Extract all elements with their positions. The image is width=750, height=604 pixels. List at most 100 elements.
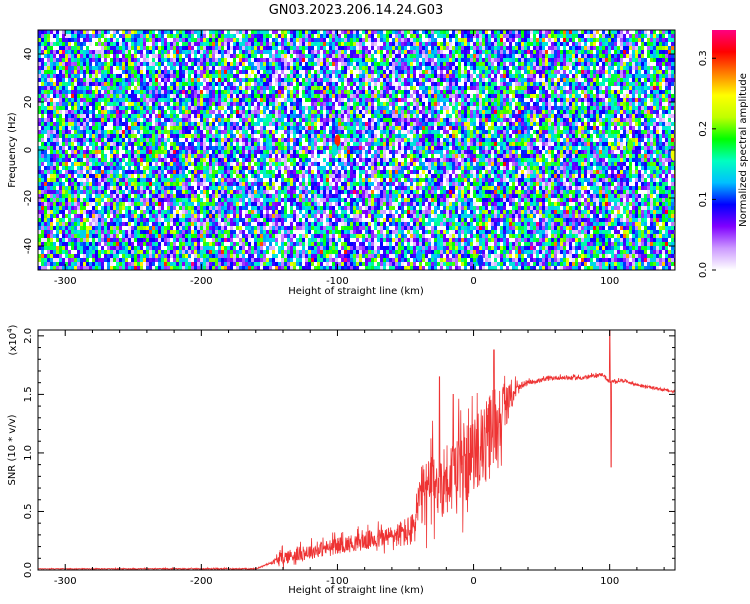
heatmap-cell [122, 106, 125, 110]
heatmap-cell [248, 202, 251, 206]
heatmap-cell [266, 70, 269, 74]
heatmap-cell [203, 246, 206, 250]
heatmap-cell [269, 138, 272, 142]
heatmap-cell [269, 78, 272, 82]
heatmap-cell [164, 262, 167, 266]
heatmap-cell [122, 142, 125, 146]
heatmap-cell [158, 86, 161, 90]
heatmap-cell [257, 142, 260, 146]
heatmap-cell [62, 162, 65, 166]
heatmap-cell [104, 218, 107, 222]
heatmap-cell [242, 214, 245, 218]
heatmap-cell [257, 222, 260, 226]
heatmap-cell [218, 198, 221, 202]
heatmap-cell [65, 118, 68, 122]
heatmap-cell [158, 194, 161, 198]
heatmap-cell [215, 222, 218, 226]
heatmap-cell [173, 218, 176, 222]
heatmap-cell [239, 98, 242, 102]
heatmap-cell [200, 134, 203, 138]
heatmap-cell [245, 130, 248, 134]
heatmap-cell [236, 130, 239, 134]
heatmap-cell [65, 210, 68, 214]
heatmap-cell [263, 170, 266, 174]
heatmap-cell [221, 106, 224, 110]
heatmap-cell [155, 30, 158, 34]
heatmap-cell [149, 86, 152, 90]
heatmap-cell [278, 30, 281, 34]
heatmap-cell [71, 194, 74, 198]
heatmap-cell [179, 174, 182, 178]
heatmap-cell [167, 246, 170, 250]
heatmap-cell [173, 242, 176, 246]
heatmap-cell [107, 186, 110, 190]
heatmap-cell [56, 54, 59, 58]
heatmap-cell [56, 246, 59, 250]
heatmap-cell [59, 158, 62, 162]
heatmap-cell [98, 58, 101, 62]
heatmap-cell [143, 94, 146, 98]
heatmap-cell [149, 162, 152, 166]
heatmap-cell [251, 118, 254, 122]
heatmap-cell [239, 258, 242, 262]
heatmap-cell [134, 90, 137, 94]
heatmap-cell [164, 222, 167, 226]
heatmap-cell [254, 238, 257, 242]
heatmap-cell [155, 94, 158, 98]
heatmap-cell [107, 262, 110, 266]
heatmap-cell [128, 122, 131, 126]
heatmap-cell [140, 190, 143, 194]
heatmap-cell [212, 190, 215, 194]
heatmap-cell [62, 230, 65, 234]
heatmap-cell [134, 54, 137, 58]
heatmap-cell [77, 122, 80, 126]
heatmap-cell [260, 170, 263, 174]
heatmap-cell [41, 246, 44, 250]
heatmap-cell [218, 78, 221, 82]
heatmap-cell [263, 54, 266, 58]
heatmap-cell [65, 146, 68, 150]
heatmap-cell [221, 66, 224, 70]
heatmap-cell [161, 182, 164, 186]
heatmap-cell [245, 254, 248, 258]
heatmap-cell [152, 110, 155, 114]
heatmap-cell [260, 202, 263, 206]
heatmap-cell [257, 210, 260, 214]
heatmap-cell [218, 102, 221, 106]
heatmap-cell [125, 162, 128, 166]
heatmap-cell [212, 38, 215, 42]
heatmap-cell [59, 194, 62, 198]
heatmap-cell [86, 154, 89, 158]
heatmap-cell [281, 154, 284, 158]
heatmap-cell [167, 34, 170, 38]
heatmap-cell [92, 74, 95, 78]
heatmap-cell [152, 122, 155, 126]
heatmap-cell [152, 194, 155, 198]
heatmap-cell [236, 154, 239, 158]
heatmap-cell [212, 146, 215, 150]
heatmap-cell [218, 146, 221, 150]
heatmap-cell [77, 158, 80, 162]
heatmap-cell [278, 90, 281, 94]
heatmap-cell [44, 90, 47, 94]
heatmap-cell [122, 58, 125, 62]
heatmap-cell [227, 70, 230, 74]
heatmap-cell [53, 258, 56, 262]
heatmap-cell [83, 182, 86, 186]
heatmap-cell [38, 158, 41, 162]
heatmap-cell [281, 202, 284, 206]
heatmap-cell [224, 254, 227, 258]
heatmap-cell [107, 126, 110, 130]
heatmap-cell [233, 98, 236, 102]
heatmap-cell [128, 190, 131, 194]
heatmap-cell [122, 226, 125, 230]
heatmap-cell [47, 54, 50, 58]
heatmap-cell [179, 262, 182, 266]
heatmap-cell [206, 42, 209, 46]
heatmap-cell [86, 174, 89, 178]
heatmap-cell [143, 34, 146, 38]
heatmap-cell [239, 74, 242, 78]
heatmap-cell [218, 114, 221, 118]
heatmap-cell [104, 254, 107, 258]
heatmap-cell [233, 58, 236, 62]
